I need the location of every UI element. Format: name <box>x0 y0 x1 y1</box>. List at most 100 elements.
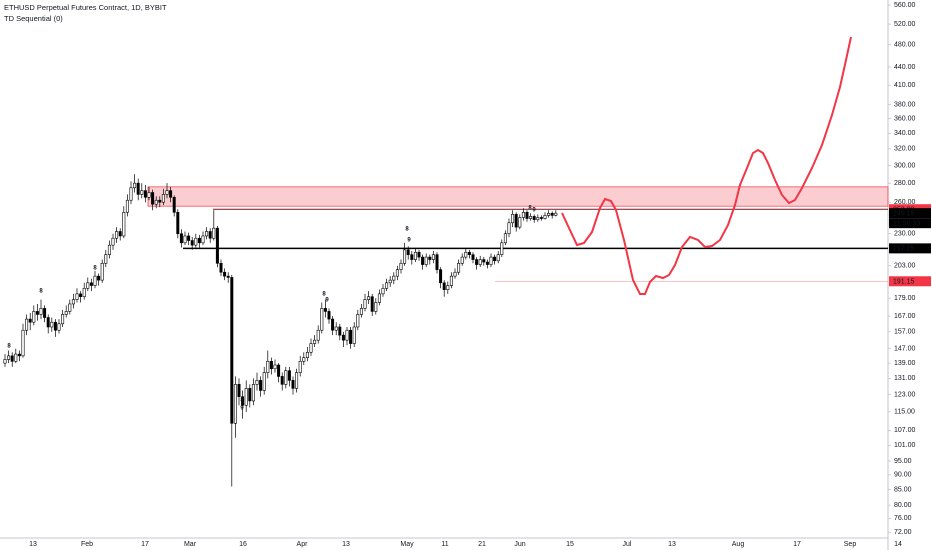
candle-body <box>457 262 461 273</box>
candle-body <box>154 199 158 205</box>
candle-body <box>431 254 435 260</box>
candle-body <box>475 259 479 265</box>
candle-body <box>334 326 338 331</box>
candle-body <box>345 329 349 341</box>
candle-body <box>17 353 21 357</box>
candle-body <box>169 190 173 198</box>
candle-body <box>518 217 522 228</box>
candle-body <box>464 251 468 258</box>
candle-body <box>205 231 209 237</box>
price-label-bg <box>889 208 931 219</box>
candle-body <box>313 339 317 344</box>
candle-body <box>10 355 14 362</box>
candle-body <box>507 222 511 235</box>
candle-body <box>43 308 47 318</box>
candle-body <box>298 361 302 373</box>
td-label: 9 <box>240 406 244 412</box>
candle-body <box>244 388 248 406</box>
candle-body <box>151 192 155 205</box>
candle-body <box>453 271 457 277</box>
candle-body <box>197 237 201 244</box>
candle-body <box>172 197 176 213</box>
td-label: 9 <box>325 298 329 304</box>
candle-body <box>53 321 57 331</box>
candle-body <box>255 380 259 385</box>
candle-body <box>266 361 270 373</box>
candle-body <box>309 343 313 353</box>
x-tick-label: 17 <box>793 541 801 548</box>
candle-body <box>277 364 281 377</box>
candle-body <box>316 329 320 341</box>
candle-body <box>349 329 353 344</box>
y-tick-label: 410.00 <box>894 82 916 89</box>
candle-body <box>194 237 198 246</box>
candle-body <box>97 275 101 281</box>
countdown-bg <box>889 218 931 229</box>
td-label: 8 <box>322 292 326 298</box>
y-tick-label: 230.00 <box>894 231 916 238</box>
candle-body <box>413 251 417 260</box>
price-label-bg <box>889 276 931 287</box>
candle-body <box>118 231 122 237</box>
candle-body <box>496 254 500 262</box>
x-tick-label: Sep <box>844 541 857 548</box>
indicator-label: TD Sequential (0) <box>4 14 63 23</box>
candle-body <box>500 242 504 255</box>
price-label-bg <box>889 243 931 254</box>
candle-body <box>554 212 558 216</box>
candle-body <box>439 269 443 284</box>
candle-body <box>536 217 540 220</box>
y-tick-label: 157.00 <box>894 329 916 336</box>
td-label: 8 <box>405 227 409 233</box>
candle-body <box>46 317 50 328</box>
candle-body <box>104 254 108 264</box>
candle-body <box>370 296 374 312</box>
candle-body <box>442 282 446 290</box>
candle-body <box>93 275 97 286</box>
y-tick-label: 480.00 <box>894 41 916 48</box>
x-tick-label: Jun <box>514 541 525 548</box>
candle-body <box>122 211 126 237</box>
y-tick-label: 360.00 <box>894 115 916 122</box>
y-tick-label: 131.00 <box>894 375 916 382</box>
zone-layer <box>147 186 889 282</box>
x-tick-label: 17 <box>141 541 149 548</box>
candle-body <box>158 199 162 203</box>
price-label: 217.25 <box>893 246 915 253</box>
price-label: 191.15 <box>893 279 915 286</box>
x-tick-label: 13 <box>342 541 350 548</box>
x-tick-label: Aug <box>732 541 745 548</box>
y-tick-label: 72.00 <box>894 529 912 536</box>
candle-body <box>147 192 151 198</box>
candle-body <box>21 329 25 357</box>
candle-body <box>395 269 399 277</box>
candle-body <box>259 380 263 391</box>
candle-body <box>424 256 428 265</box>
candle-body <box>356 314 360 328</box>
candle-body <box>374 302 378 312</box>
candle-body <box>226 275 230 278</box>
candle-body <box>89 282 93 286</box>
candle-body <box>392 275 396 281</box>
candle-body <box>449 275 453 286</box>
candle-body <box>176 211 180 235</box>
candle-body <box>331 318 335 331</box>
candle-body <box>136 182 140 195</box>
candle-body <box>532 216 536 220</box>
y-tick-label: 115.00 <box>894 409 915 416</box>
candle-body <box>478 259 482 265</box>
candle-body <box>435 254 439 270</box>
candle-body <box>3 359 7 364</box>
candle-body <box>529 216 533 219</box>
candle-body <box>241 396 245 406</box>
y-tick-label: 76.00 <box>894 515 912 522</box>
candle-body <box>111 237 115 246</box>
candle-body <box>183 235 187 244</box>
candle-body <box>284 370 288 385</box>
candle-body <box>327 311 331 320</box>
candle-body <box>363 299 367 309</box>
candle-body <box>460 256 464 264</box>
y-tick-label: 95.00 <box>894 458 912 465</box>
candle-body <box>115 231 119 239</box>
candle-body <box>190 240 194 246</box>
